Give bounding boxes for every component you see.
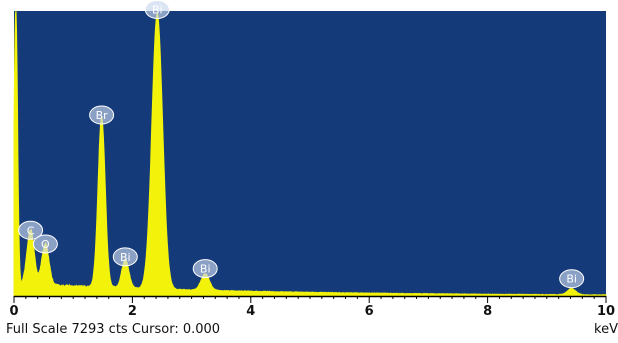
peak-label-text: Bi (120, 251, 131, 264)
peak-label-text: Br (96, 109, 109, 122)
peak-label-bi: Bi (144, 0, 170, 19)
peak-label-text: Bi (566, 273, 577, 286)
spectrum-area (13, 10, 607, 297)
peak-label-text: O (41, 238, 50, 251)
x-tick-label: 6 (365, 304, 374, 319)
peak-label-badge (32, 234, 58, 254)
peak-label-badge (192, 259, 218, 279)
peak-label-o: O (32, 234, 58, 254)
peak-label-bi: Bi (112, 247, 138, 267)
peak-label-text: C (27, 224, 35, 237)
peak-label-badge (112, 247, 138, 267)
peak-label-c: C (18, 220, 44, 240)
peak-label-bi: Bi (559, 269, 585, 289)
peak-label-layer: CO Br Bi Bi Bi Bi (18, 0, 585, 289)
peak-label-badge (18, 220, 44, 240)
x-axis-ticks: 0 2 4 6 8 10 (9, 296, 615, 319)
energy-unit-label: keV (594, 322, 618, 337)
peak-label-badge (89, 105, 115, 125)
peak-label-text: Bi (200, 263, 211, 276)
peak-label-br: Br (89, 105, 115, 125)
x-tick-label: 2 (128, 304, 137, 319)
peak-label-text: Bi (152, 3, 163, 16)
plot-area-background (14, 11, 606, 296)
x-tick-label: 8 (483, 304, 492, 319)
peak-label-badge (559, 269, 585, 289)
full-scale-cursor-readout: Full Scale 7293 cts Cursor: 0.000 (6, 322, 221, 337)
x-tick-label: 0 (9, 304, 18, 319)
x-tick-label: 10 (597, 304, 615, 319)
spectrum-layer (13, 10, 607, 297)
x-tick-label: 4 (246, 304, 255, 319)
peak-label-bi: Bi (192, 259, 218, 279)
peak-label-badge (144, 0, 170, 19)
